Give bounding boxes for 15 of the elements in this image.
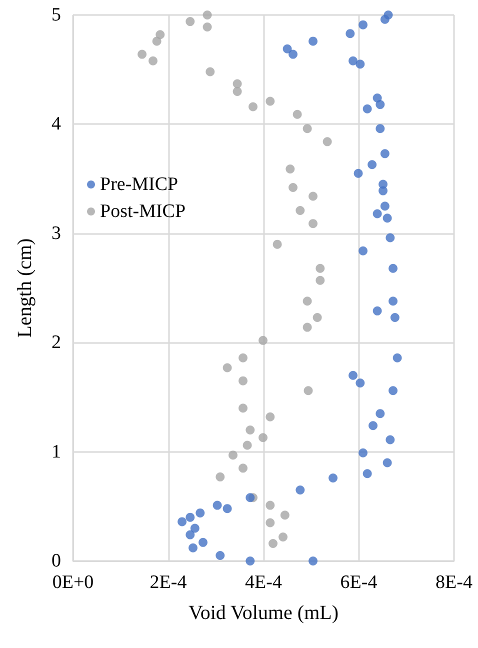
x-tick-label: 2E-4 — [150, 572, 188, 593]
x-tick-label: 4E-4 — [245, 572, 282, 593]
y-tick-label: 1 — [52, 441, 61, 462]
legend-label: Post-MICP — [100, 201, 186, 222]
y-tick-label: 0 — [52, 550, 61, 572]
y-tick-label: 4 — [52, 114, 62, 135]
x-tick-label: 6E-4 — [340, 572, 378, 593]
legend-label: Pre-MICP — [100, 174, 178, 195]
x-tick-label: 8E-4 — [436, 572, 473, 593]
y-tick-label: 3 — [52, 222, 61, 244]
y-tick-label: 2 — [52, 332, 61, 354]
x-tick-label: 0E+0 — [52, 572, 94, 593]
x-axis-title: Void Volume (mL) — [188, 602, 339, 624]
y-axis-title: Length (cm) — [14, 238, 36, 338]
y-tick-label: 5 — [52, 4, 61, 26]
